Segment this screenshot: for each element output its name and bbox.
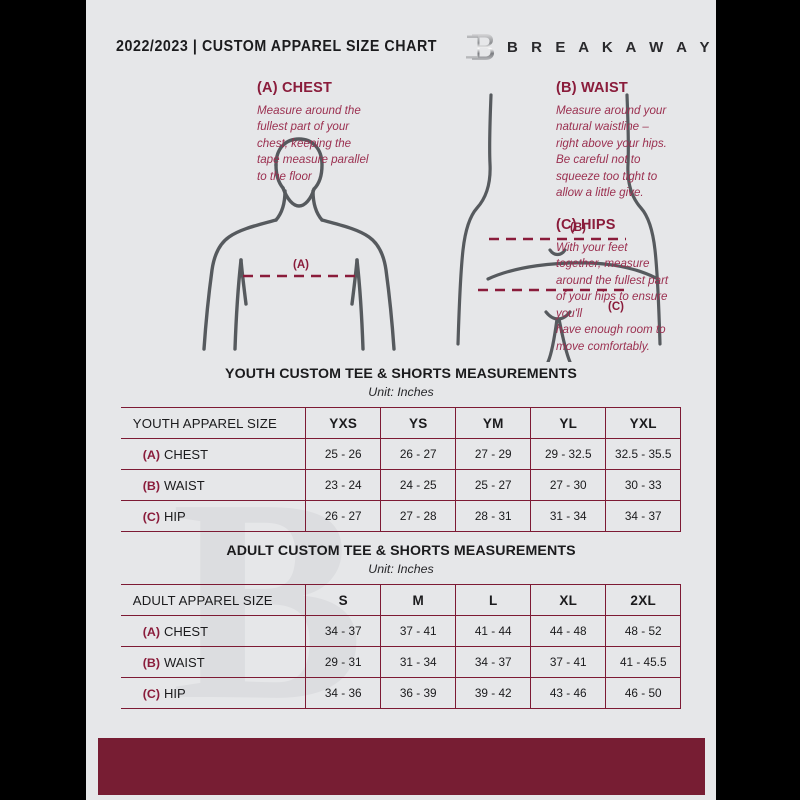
callout-waist: (B) WAIST Measure around your natural wa…: [556, 80, 696, 202]
youth-waist-ys: 24 - 25: [380, 469, 457, 501]
torso-figure: [202, 137, 396, 351]
adult-chest-2xl: 48 - 52: [605, 615, 682, 647]
callout-hips-body: With your feet together, measure around …: [556, 241, 669, 353]
callout-waist-title: (B) WAIST: [556, 80, 628, 96]
tag-a: (A): [142, 447, 160, 462]
youth-hip-ym: 28 - 31: [455, 500, 532, 532]
adult-row-chest-text: CHEST: [163, 623, 209, 639]
brand-name: B R E A K A W A Y: [506, 38, 715, 56]
table-row: (A) CHEST 25 - 26 26 - 27 27 - 29 29 - 32…: [120, 438, 682, 470]
youth-table-title: YOUTH CUSTOM TEE & SHORTS MEASUREMENTS: [225, 366, 577, 382]
youth-hip-yxl: 34 - 37: [605, 500, 682, 532]
youth-size-table: YOUTH APPAREL SIZE YXS YS YM YL YXL (A) C…: [120, 407, 682, 532]
adult-row-hip-text: HIP: [163, 685, 186, 701]
size-chart-page: B 2022/2023 | CUSTOM APPAREL SIZE CHART: [86, 0, 716, 800]
adult-hip-2xl: 46 - 50: [605, 677, 682, 709]
adult-waist-s: 29 - 31: [305, 646, 382, 678]
youth-row-chest-label: (A) CHEST: [120, 438, 306, 470]
page-header: 2022/2023 | CUSTOM APPAREL SIZE CHART: [86, 28, 716, 66]
adult-hip-m: 36 - 39: [380, 677, 457, 709]
youth-size-table-block: YOUTH CUSTOM TEE & SHORTS MEASUREMENTS U…: [86, 366, 716, 532]
table-row: (B) WAIST 29 - 31 31 - 34 34 - 37 37 - 41…: [120, 646, 682, 678]
adult-size-m: M: [380, 584, 457, 616]
brand-lockup: B R E A K A W A Y: [465, 31, 714, 63]
adult-row-hip-label: (C) HIP: [120, 677, 306, 709]
adult-table-unit: Unit: Inches: [368, 562, 434, 576]
table-row: (C) HIP 26 - 27 27 - 28 28 - 31 31 - 34 3…: [120, 500, 682, 532]
adult-size-xl: XL: [530, 584, 607, 616]
adult-chest-xl: 44 - 48: [530, 615, 607, 647]
adult-chest-s: 34 - 37: [305, 615, 382, 647]
youth-hip-ys: 27 - 28: [380, 500, 457, 532]
youth-row-waist-text: WAIST: [163, 477, 205, 493]
youth-row-header: YOUTH APPAREL SIZE: [120, 407, 306, 439]
body-figures-svg: (A) (B): [202, 93, 662, 362]
youth-size-ym: YM: [455, 407, 532, 439]
adult-row-waist-label: (B) WAIST: [120, 646, 306, 678]
youth-row-hip-text: HIP: [163, 508, 186, 524]
adult-hip-l: 39 - 42: [455, 677, 532, 709]
tag-a: (A): [142, 624, 160, 639]
table-row: (C) HIP 34 - 36 36 - 39 39 - 42 43 - 46 4…: [120, 677, 682, 709]
youth-row-chest-text: CHEST: [163, 446, 209, 462]
youth-chest-yxs: 25 - 26: [305, 438, 382, 470]
tag-c: (C): [142, 509, 160, 524]
callout-chest: (A) CHEST Measure around the fullest par…: [257, 80, 397, 185]
adult-waist-xl: 37 - 41: [530, 646, 607, 678]
callout-hips-title: (C) HIPS: [556, 217, 616, 233]
callout-waist-body: Measure around your natural waistline – …: [556, 104, 667, 200]
youth-chest-ys: 26 - 27: [380, 438, 457, 470]
callout-chest-title: (A) CHEST: [257, 80, 333, 96]
youth-chest-yxl: 32.5 - 35.5: [605, 438, 682, 470]
youth-row-waist-label: (B) WAIST: [120, 469, 306, 501]
youth-waist-ym: 25 - 27: [455, 469, 532, 501]
adult-size-s: S: [305, 584, 382, 616]
youth-waist-yxl: 30 - 33: [605, 469, 682, 501]
adult-row-header: ADULT APPAREL SIZE: [120, 584, 306, 616]
adult-size-l: L: [455, 584, 532, 616]
page-title: 2022/2023 | CUSTOM APPAREL SIZE CHART: [116, 38, 438, 55]
adult-hip-xl: 43 - 46: [530, 677, 607, 709]
youth-hip-yxs: 26 - 27: [305, 500, 382, 532]
hips-figure: [456, 93, 662, 362]
adult-chest-l: 41 - 44: [455, 615, 532, 647]
adult-row-waist-text: WAIST: [163, 654, 205, 670]
youth-size-ys: YS: [380, 407, 457, 439]
youth-hip-yl: 31 - 34: [530, 500, 607, 532]
callout-chest-body: Measure around the fullest part of your …: [257, 104, 369, 183]
waist-measure-label: (B): [570, 222, 586, 234]
table-row: (B) WAIST 23 - 24 24 - 25 25 - 27 27 - 30…: [120, 469, 682, 501]
adult-size-table-block: ADULT CUSTOM TEE & SHORTS MEASUREMENTS U…: [86, 543, 716, 709]
table-header-row: ADULT APPAREL SIZE S M L XL 2XL: [120, 584, 682, 616]
adult-table-title: ADULT CUSTOM TEE & SHORTS MEASUREMENTS: [226, 543, 576, 559]
callout-hips: (C) HIPS With your feet together, measur…: [556, 217, 696, 355]
youth-row-hip-label: (C) HIP: [120, 500, 306, 532]
youth-waist-yxs: 23 - 24: [305, 469, 382, 501]
body-measurement-illustration: (A) (B): [86, 72, 716, 362]
youth-chest-yl: 29 - 32.5: [530, 438, 607, 470]
hip-measure-label: (C): [608, 301, 624, 313]
youth-waist-yl: 27 - 30: [530, 469, 607, 501]
table-header-row: YOUTH APPAREL SIZE YXS YS YM YL YXL: [120, 407, 682, 439]
adult-waist-l: 34 - 37: [455, 646, 532, 678]
adult-waist-2xl: 41 - 45.5: [605, 646, 682, 678]
youth-size-yl: YL: [530, 407, 607, 439]
youth-size-yxs: YXS: [305, 407, 382, 439]
breakaway-b-logo-icon: [465, 34, 494, 60]
tag-b: (B): [142, 478, 160, 493]
adult-hip-s: 34 - 36: [305, 677, 382, 709]
youth-table-unit: Unit: Inches: [368, 385, 434, 399]
youth-size-yxl: YXL: [605, 407, 682, 439]
adult-waist-m: 31 - 34: [380, 646, 457, 678]
adult-size-table: ADULT APPAREL SIZE S M L XL 2XL (A) CHEST…: [120, 584, 682, 709]
tag-b: (B): [142, 655, 160, 670]
footer-accent-bar: [98, 738, 705, 795]
adult-chest-m: 37 - 41: [380, 615, 457, 647]
table-row: (A) CHEST 34 - 37 37 - 41 41 - 44 44 - 48…: [120, 615, 682, 647]
tag-c: (C): [142, 686, 160, 701]
adult-size-2xl: 2XL: [605, 584, 682, 616]
adult-row-chest-label: (A) CHEST: [120, 615, 306, 647]
chest-measure-label: (A): [293, 259, 309, 271]
youth-chest-ym: 27 - 29: [455, 438, 532, 470]
